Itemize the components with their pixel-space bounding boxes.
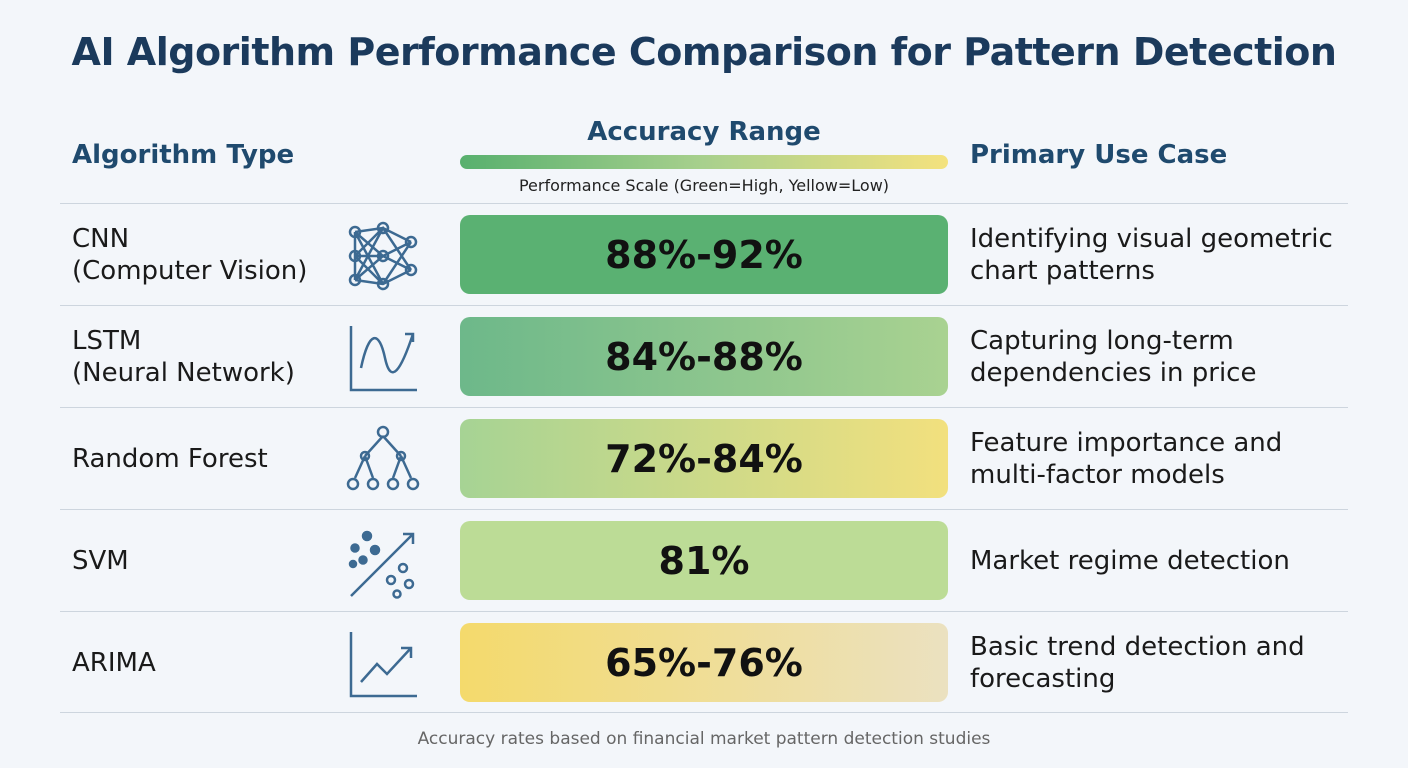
detail: (Neural Network) — [72, 358, 295, 388]
accuracy-bar: 84%-88% — [460, 317, 948, 396]
footnote: Accuracy rates based on financial market… — [417, 729, 991, 749]
accuracy-bar: 81% — [460, 521, 948, 600]
separator — [60, 407, 1348, 408]
tree-icon — [346, 425, 420, 491]
algorithm-name: SVM — [72, 510, 129, 612]
name: ARIMA — [72, 648, 156, 678]
name: Random Forest — [72, 444, 268, 474]
algorithm-name: Random Forest — [72, 408, 268, 510]
table-row: LSTM (Neural Network) 84%-88% Capturing l… — [60, 306, 1348, 408]
column-header: Primary Use Case — [970, 140, 1228, 170]
separator — [60, 712, 1348, 713]
column-header: Algorithm Type — [72, 140, 295, 170]
wave-icon — [349, 326, 417, 392]
name: LSTM — [72, 326, 142, 356]
separator — [60, 509, 1348, 510]
separator — [60, 203, 1348, 204]
accuracy-bar: 65%-76% — [460, 623, 948, 702]
detail: (Computer Vision) — [72, 256, 308, 286]
table-row: ARIMA 65%-76% Basic trend detection and … — [60, 612, 1348, 714]
use-case: Identifying visual geometric chart patte… — [970, 224, 1333, 286]
accuracy-bar: 72%-84% — [460, 419, 948, 498]
network-icon — [348, 221, 418, 291]
use-case: Feature importance and multi-factor mode… — [970, 428, 1283, 490]
separator — [60, 305, 1348, 306]
use-case: Basic trend detection and forecasting — [970, 632, 1305, 694]
table-row: SVM 81% Market regime detection — [60, 510, 1348, 612]
column-header: Accuracy Range — [587, 117, 821, 147]
name: SVM — [72, 546, 129, 576]
name: CNN — [72, 224, 130, 254]
separator — [60, 611, 1348, 612]
accuracy-bar: 88%-92% — [460, 215, 948, 294]
table-row: CNN (Computer Vision) 88%-92% Identifying… — [60, 204, 1348, 306]
table-row: Random Forest 72%-84% Feature importance… — [60, 408, 1348, 510]
trend-icon — [349, 632, 417, 698]
algorithm-name: ARIMA — [72, 612, 156, 714]
algorithm-name: LSTM (Neural Network) — [72, 306, 295, 408]
title: AI Algorithm Performance Comparison for … — [71, 30, 1337, 74]
use-case: Capturing long-term dependencies in pric… — [970, 326, 1257, 388]
algorithm-name: CNN (Computer Vision) — [72, 204, 307, 306]
use-case: Market regime detection — [970, 546, 1290, 576]
scatter-icon — [348, 530, 415, 599]
scale-bar — [460, 155, 948, 169]
scale-note: Performance Scale (Green=High, Yellow=Lo… — [518, 176, 890, 195]
